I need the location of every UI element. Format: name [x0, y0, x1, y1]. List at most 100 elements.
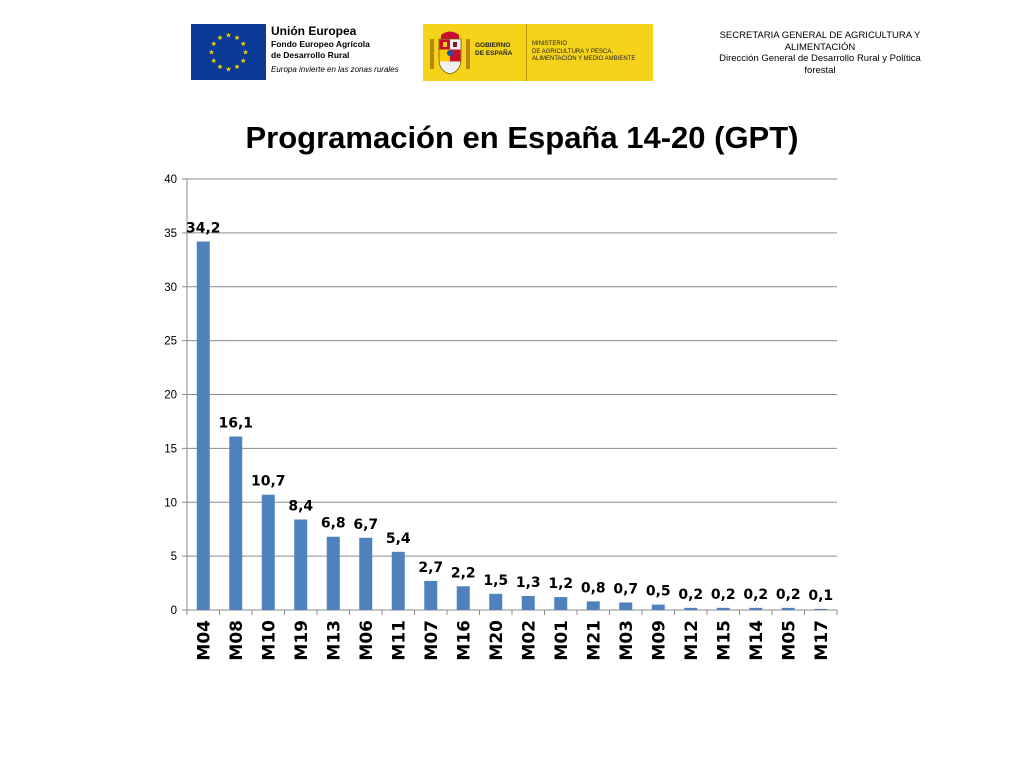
spain-coat-of-arms-icon	[429, 29, 471, 76]
eu-star-icon: ★	[234, 34, 240, 42]
data-label: 0,7	[613, 581, 638, 597]
data-label: 1,5	[483, 573, 508, 589]
spain-gov-line1: GOBIERNO	[475, 42, 511, 49]
eu-title: Unión Europea	[271, 24, 357, 38]
eu-star-icon: ★	[211, 40, 217, 48]
eu-star-icon: ★	[234, 63, 240, 71]
eu-star-icon: ★	[211, 57, 217, 65]
bar-m04	[196, 241, 210, 610]
eu-logo: ★ ★ ★ ★ ★ ★ ★ ★ ★ ★ ★ ★ Unión Europea Fondo Europeo…	[191, 24, 404, 81]
eu-star-icon: ★	[225, 32, 231, 40]
eu-star-icon: ★	[208, 49, 214, 57]
data-label: 0,2	[776, 587, 801, 603]
data-label: 6,8	[321, 516, 346, 532]
eu-fund-line1: Fondo Europeo Agrícola	[271, 39, 370, 49]
x-tick-label: M19	[292, 620, 312, 661]
bar-m16	[456, 586, 470, 610]
spain-logo-divider	[526, 24, 527, 81]
data-label: 1,2	[548, 576, 573, 592]
x-tick-label: M21	[584, 620, 604, 661]
data-label: 5,4	[386, 531, 411, 547]
spain-ministry-text: MINISTERIO DE AGRICULTURA Y PESCA, ALIME…	[532, 41, 650, 64]
data-label: 2,2	[451, 565, 476, 581]
secretaria-line3: Dirección General de Desarrollo Rural y …	[719, 53, 921, 64]
x-tick-label: M10	[259, 620, 279, 661]
data-label: 0,1	[808, 588, 833, 604]
bar-m13	[326, 536, 340, 610]
bar-m11	[391, 551, 405, 610]
eu-flag-icon: ★ ★ ★ ★ ★ ★ ★ ★ ★ ★ ★ ★	[191, 24, 266, 80]
data-label: 0,2	[711, 587, 736, 603]
x-tick-label: M12	[682, 620, 702, 661]
x-tick-label: M05	[779, 620, 799, 661]
eu-star-icon: ★	[217, 34, 223, 42]
data-label: 0,5	[646, 584, 671, 600]
data-label: 8,4	[288, 498, 313, 514]
eu-star-icon: ★	[240, 57, 246, 65]
spain-government-logo: GOBIERNO DE ESPAÑA MINISTERIO DE AGRICUL…	[423, 24, 653, 81]
eu-star-icon: ★	[225, 66, 231, 74]
x-tick-label: M17	[812, 620, 832, 661]
y-tick-label: 5	[171, 551, 177, 563]
eu-star-icon: ★	[242, 49, 248, 57]
y-tick-label: 25	[164, 336, 177, 348]
spain-ministry-line2: DE AGRICULTURA Y PESCA,	[532, 48, 614, 55]
y-tick-label: 35	[164, 228, 177, 240]
data-label: 10,7	[251, 474, 286, 490]
y-tick-label: 10	[164, 497, 177, 509]
data-label: 0,2	[678, 587, 703, 603]
y-tick-label: 0	[171, 605, 177, 617]
x-tick-label: M11	[389, 620, 409, 661]
eu-fund-line2: de Desarrollo Rural	[271, 50, 350, 60]
x-tick-label: M08	[227, 620, 247, 661]
eu-star-icon: ★	[240, 40, 246, 48]
x-tick-label: M01	[552, 620, 572, 661]
bar-m21	[586, 601, 600, 610]
bar-m05	[781, 607, 795, 610]
data-label: 2,7	[418, 560, 443, 576]
secretaria-text: SECRETARIA GENERAL DE AGRICULTURA Y ALIM…	[700, 30, 940, 76]
bar-m07	[424, 580, 438, 610]
bar-m20	[489, 593, 503, 610]
bar-m06	[359, 537, 373, 610]
bar-m17	[814, 608, 828, 610]
x-tick-label: M14	[747, 620, 767, 661]
y-tick-label: 30	[164, 282, 177, 294]
data-label: 0,8	[581, 580, 606, 596]
secretaria-line1: SECRETARIA GENERAL DE AGRICULTURA Y	[719, 30, 921, 41]
bar-m19	[294, 519, 308, 610]
eu-logo-text: Unión Europea Fondo Europeo Agrícola de …	[271, 24, 411, 75]
x-tick-label: M15	[714, 620, 734, 661]
bar-m01	[554, 597, 568, 610]
data-label: 6,7	[353, 517, 378, 533]
x-tick-label: M20	[487, 620, 507, 661]
x-tick-label: M16	[454, 620, 474, 661]
x-tick-label: M03	[617, 620, 637, 661]
y-tick-label: 40	[164, 174, 177, 186]
x-tick-label: M04	[194, 620, 214, 661]
chart-title: Programación en España 14-20 (GPT)	[245, 120, 799, 155]
spain-ministry-line3: ALIMENTACIÓN Y MEDIO AMBIENTE	[532, 56, 636, 62]
spain-ministry-line1: MINISTERIO	[532, 41, 568, 47]
secretaria-line4: forestal	[804, 64, 836, 76]
data-label: 34,2	[186, 220, 221, 236]
x-tick-label: M06	[357, 620, 377, 661]
x-tick-label: M07	[422, 620, 442, 661]
bar-m10	[261, 494, 275, 610]
bar-m15	[716, 607, 730, 610]
bar-m03	[619, 602, 633, 610]
bar-m09	[651, 604, 665, 610]
x-tick-label: M13	[324, 620, 344, 661]
bar-m14	[749, 607, 763, 610]
data-label: 16,1	[218, 416, 253, 432]
data-label: 0,2	[743, 587, 768, 603]
eu-motto: Europa invierte en las zonas rurales	[271, 65, 399, 74]
spain-gov-line2: DE ESPAÑA	[475, 50, 513, 57]
y-tick-label: 15	[164, 443, 177, 455]
data-label: 1,3	[516, 575, 541, 591]
bar-m08	[229, 436, 243, 610]
bar-m02	[521, 595, 535, 610]
bar-m12	[684, 607, 698, 610]
x-tick-label: M09	[649, 620, 669, 661]
